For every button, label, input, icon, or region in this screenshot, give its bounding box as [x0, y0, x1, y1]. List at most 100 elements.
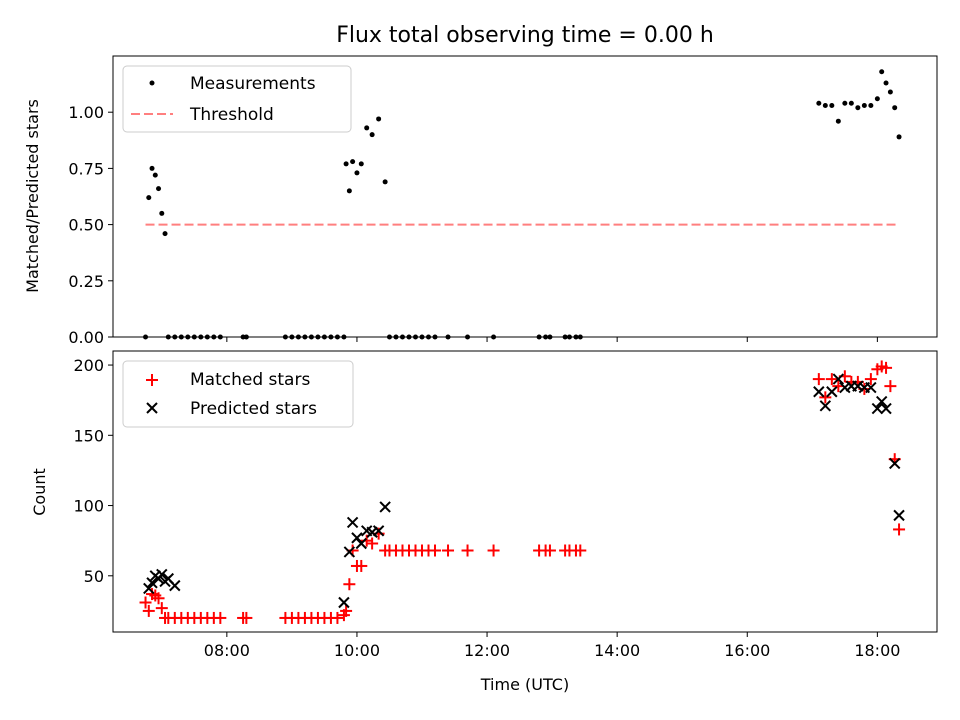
predicted-star-point	[813, 386, 825, 398]
predicted-star-point	[156, 568, 168, 581]
chart-title: Flux total observing time = 0.00 h	[336, 23, 714, 48]
predicted-star-point	[169, 579, 181, 592]
matched-star-point	[155, 602, 168, 615]
measurement-point	[162, 231, 168, 237]
matched-star-point	[142, 604, 155, 617]
bottom-panel-marks	[139, 360, 906, 624]
predicted-star-point	[146, 577, 158, 589]
x-tick-label: 08:00	[204, 641, 250, 660]
predicted-star-point	[875, 395, 888, 408]
predicted-star-point	[338, 596, 350, 609]
matched-star-point	[240, 611, 253, 624]
bottom-panel: 50 100 150 200 08:00 10:00 12:00 14:00 16:00 18:0…	[30, 350, 938, 694]
matched-star-point	[366, 537, 379, 550]
measurement-point	[861, 102, 867, 108]
predicted-star-point	[343, 546, 356, 558]
matched-star-point	[893, 523, 906, 536]
measurement-point	[156, 186, 162, 192]
legend-label-threshold: Threshold	[189, 105, 274, 125]
measurement-point	[822, 102, 828, 108]
bottom-legend: Matched stars Predicted stars	[122, 360, 354, 428]
top-y-tick-label: 0.50	[68, 216, 104, 235]
measurement-point	[354, 170, 360, 176]
measurement-point	[855, 105, 861, 111]
matched-star-point	[864, 373, 877, 386]
matched-star-point	[355, 559, 368, 572]
matched-star-point	[461, 544, 474, 557]
predicted-star-point	[355, 537, 367, 550]
measurement-point	[382, 179, 388, 185]
measurement-point	[883, 80, 889, 86]
bottom-panel-axes: 50 100 150 200 08:00 10:00 12:00 14:00 16:00 18:0…	[73, 356, 900, 660]
top-y-tick-label: 1.00	[68, 103, 104, 122]
matched-star-point	[812, 373, 825, 386]
predicted-star-point	[826, 386, 838, 398]
top-panel-frame	[112, 55, 938, 338]
matched-star-point	[340, 604, 353, 617]
measurement-point	[364, 125, 370, 131]
predicted-star-point	[880, 402, 892, 415]
predicted-star-point	[889, 457, 901, 470]
x-tick-label: 16:00	[724, 641, 770, 660]
matched-star-point	[819, 391, 832, 404]
measurement-point	[874, 96, 880, 102]
matched-star-point	[429, 544, 442, 557]
measurement-point	[376, 116, 382, 122]
bottom-panel-frame	[112, 350, 938, 633]
predicted-star-point	[379, 501, 391, 513]
measurement-point	[152, 172, 158, 178]
predicted-star-point	[819, 400, 832, 412]
x-axis-label: Time (UTC)	[480, 675, 569, 694]
top-legend: Measurements Threshold	[122, 65, 352, 133]
measurement-point	[350, 159, 356, 165]
bottom-y-axis-label: Count	[30, 468, 49, 516]
measurement-point	[149, 165, 155, 171]
bottom-y-tick-label: 100	[73, 497, 104, 516]
top-y-tick-label: 0.75	[68, 159, 104, 178]
measurement-point	[848, 100, 854, 106]
x-tick-label: 18:00	[854, 641, 900, 660]
matched-star-point	[331, 611, 344, 624]
matched-star-point	[152, 592, 165, 605]
legend-marker-measurements	[149, 80, 155, 86]
top-legend-box	[122, 65, 352, 133]
top-panel-axes: 0.00 0.25 0.50 0.75 1.00	[68, 103, 878, 347]
matched-star-point	[825, 373, 838, 386]
predicted-star-point	[832, 373, 845, 385]
x-tick-label: 14:00	[594, 641, 640, 660]
measurement-point	[159, 210, 165, 216]
measurement-point	[816, 100, 822, 106]
predicted-star-point	[865, 381, 877, 394]
matched-star-point	[574, 544, 587, 557]
matched-star-point	[884, 380, 897, 393]
measurement-point	[835, 118, 841, 124]
measurement-point	[842, 100, 848, 106]
matched-star-point	[543, 544, 556, 557]
measurement-point	[358, 161, 364, 167]
bottom-y-tick-label: 150	[73, 426, 104, 445]
measurement-point	[879, 69, 885, 75]
top-y-tick-label: 0.25	[68, 272, 104, 291]
matched-star-point	[343, 578, 356, 591]
matched-star-point	[487, 544, 500, 557]
legend-label-matched: Matched stars	[190, 370, 310, 390]
x-tick-label: 10:00	[334, 641, 380, 660]
measurement-point	[868, 102, 874, 108]
top-panel: 0.00 0.25 0.50 0.75 1.00 Matched/Predicted s…	[23, 55, 938, 347]
bottom-y-tick-label: 200	[73, 356, 104, 375]
legend-label-predicted: Predicted stars	[190, 399, 317, 419]
matched-star-point	[442, 544, 455, 557]
measurement-point	[887, 89, 893, 95]
predicted-star-point	[372, 525, 385, 537]
predicted-star-point	[893, 509, 905, 522]
measurement-point	[146, 195, 152, 201]
x-tick-label: 12:00	[464, 641, 510, 660]
measurement-point	[343, 161, 349, 167]
matched-star-point	[880, 361, 893, 374]
legend-marker-predicted	[146, 402, 158, 414]
bottom-y-tick-label: 50	[84, 567, 104, 586]
measurement-point	[896, 134, 902, 140]
top-y-axis-label: Matched/Predicted stars	[23, 99, 42, 293]
matched-star-point	[214, 611, 227, 624]
